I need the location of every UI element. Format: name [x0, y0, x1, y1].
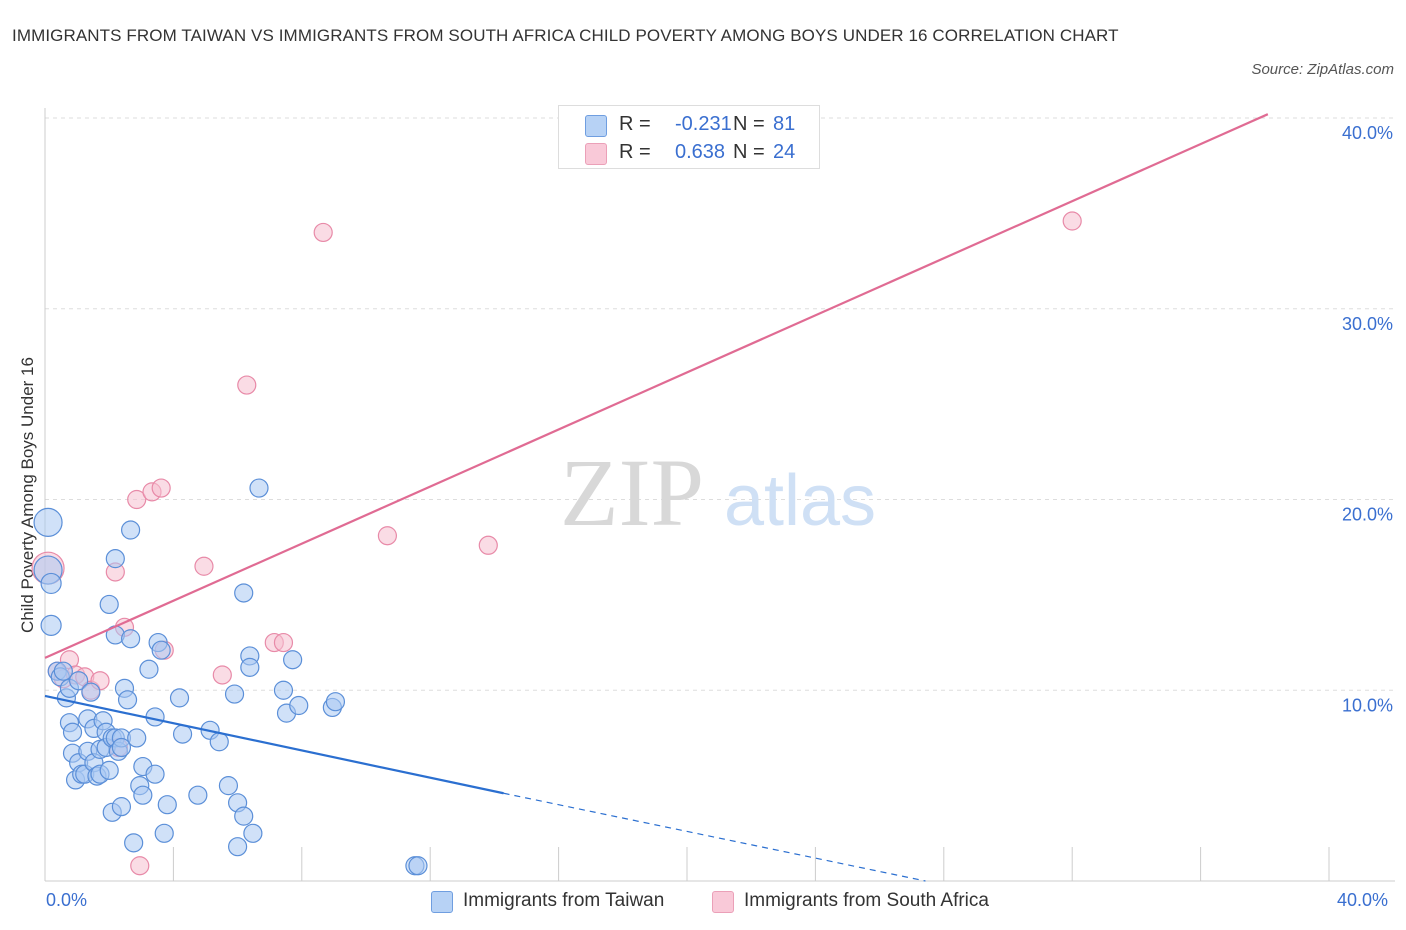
- r-value: -0.231: [675, 113, 732, 135]
- taiwan-point: [111, 737, 132, 758]
- south-africa-point: [313, 222, 333, 243]
- taiwan-point: [99, 760, 119, 780]
- taiwan-point: [249, 478, 269, 498]
- taiwan-point: [62, 722, 83, 742]
- taiwan-point: [157, 795, 177, 815]
- axes: [44, 108, 1395, 882]
- taiwan-point: [154, 823, 174, 843]
- taiwan-point: [234, 583, 254, 603]
- taiwan-point: [172, 724, 193, 744]
- x-tick-min: 0.0%: [46, 890, 88, 910]
- taiwan-point: [121, 520, 141, 540]
- south-africa-swatch: [585, 143, 607, 165]
- y-tick-labels: 10.0% 20.0% 30.0% 40.0%: [1342, 123, 1393, 715]
- taiwan-point: [218, 776, 239, 796]
- taiwan-point: [243, 823, 263, 843]
- y-tick-label: 10.0%: [1342, 695, 1393, 715]
- south-africa-point: [377, 526, 397, 546]
- taiwan-point: [224, 684, 245, 704]
- taiwan-point: [151, 640, 171, 660]
- south-africa-point: [127, 489, 147, 510]
- gridlines: [45, 117, 1395, 691]
- south-africa-point: [273, 632, 294, 653]
- taiwan-point: [121, 629, 141, 649]
- legend-stats: R = -0.231 N = 81 R = 0.638 N = 24: [558, 105, 820, 169]
- watermark-zip: ZIP: [560, 439, 704, 546]
- south-africa-point: [478, 535, 498, 555]
- south-africa-points: [31, 211, 1082, 876]
- taiwan-point: [40, 614, 62, 636]
- taiwan-point: [105, 549, 125, 569]
- south-africa-point: [151, 478, 171, 498]
- taiwan-point: [188, 785, 208, 805]
- taiwan-point: [325, 692, 346, 712]
- taiwan-point: [127, 728, 147, 748]
- taiwan-point: [53, 661, 73, 681]
- taiwan-swatch: [585, 115, 607, 137]
- taiwan-point: [99, 594, 119, 615]
- taiwan-point: [283, 650, 303, 670]
- taiwan-point: [40, 572, 62, 595]
- taiwan-point: [209, 732, 229, 752]
- south-africa-swatch: [712, 891, 734, 913]
- n-value: 81: [773, 113, 796, 135]
- taiwan-point: [111, 797, 132, 817]
- r-label: R =: [619, 141, 651, 163]
- taiwan-point: [234, 806, 254, 826]
- taiwan-point: [124, 833, 144, 853]
- taiwan-point: [139, 659, 159, 679]
- taiwan-point: [273, 680, 294, 700]
- taiwan-point: [133, 785, 153, 805]
- taiwan-point: [169, 688, 190, 708]
- legend-label-taiwan: Immigrants from Taiwan: [463, 890, 665, 911]
- taiwan-point: [289, 695, 309, 716]
- n-value: 24: [773, 141, 796, 163]
- south-africa-point: [212, 665, 232, 685]
- taiwan-point: [33, 507, 63, 537]
- y-tick-label: 30.0%: [1342, 314, 1393, 334]
- taiwan-trend-extension: [503, 792, 926, 882]
- south-africa-point: [130, 856, 150, 876]
- south-africa-point: [194, 556, 214, 576]
- chart-title: IMMIGRANTS FROM TAIWAN VS IMMIGRANTS FRO…: [12, 26, 1119, 45]
- south-africa-point: [1062, 211, 1082, 231]
- taiwan-point: [408, 856, 428, 876]
- taiwan-point: [81, 682, 101, 702]
- south-africa-point: [237, 375, 257, 395]
- r-label: R =: [619, 113, 651, 135]
- chart-source: Source: ZipAtlas.com: [1251, 61, 1394, 78]
- y-tick-label: 40.0%: [1342, 123, 1393, 143]
- legend-label-south-africa: Immigrants from South Africa: [744, 890, 989, 911]
- watermark-atlas: atlas: [724, 461, 876, 541]
- y-tick-label: 20.0%: [1342, 505, 1393, 525]
- taiwan-point: [228, 837, 248, 857]
- n-label: N =: [733, 141, 765, 163]
- trend-lines: [44, 113, 1269, 882]
- taiwan-points: [33, 478, 428, 876]
- x-tick-max: 40.0%: [1337, 890, 1389, 910]
- legend-series: Immigrants from Taiwan Immigrants from S…: [0, 888, 1406, 916]
- taiwan-trend-line: [44, 694, 504, 795]
- taiwan-point: [69, 671, 89, 691]
- taiwan-point: [117, 690, 138, 710]
- r-value: 0.638: [675, 141, 726, 163]
- taiwan-point: [240, 657, 260, 677]
- n-label: N =: [733, 113, 765, 135]
- taiwan-point: [145, 764, 165, 784]
- taiwan-swatch: [431, 891, 453, 913]
- south-africa-trend-line: [44, 113, 1269, 659]
